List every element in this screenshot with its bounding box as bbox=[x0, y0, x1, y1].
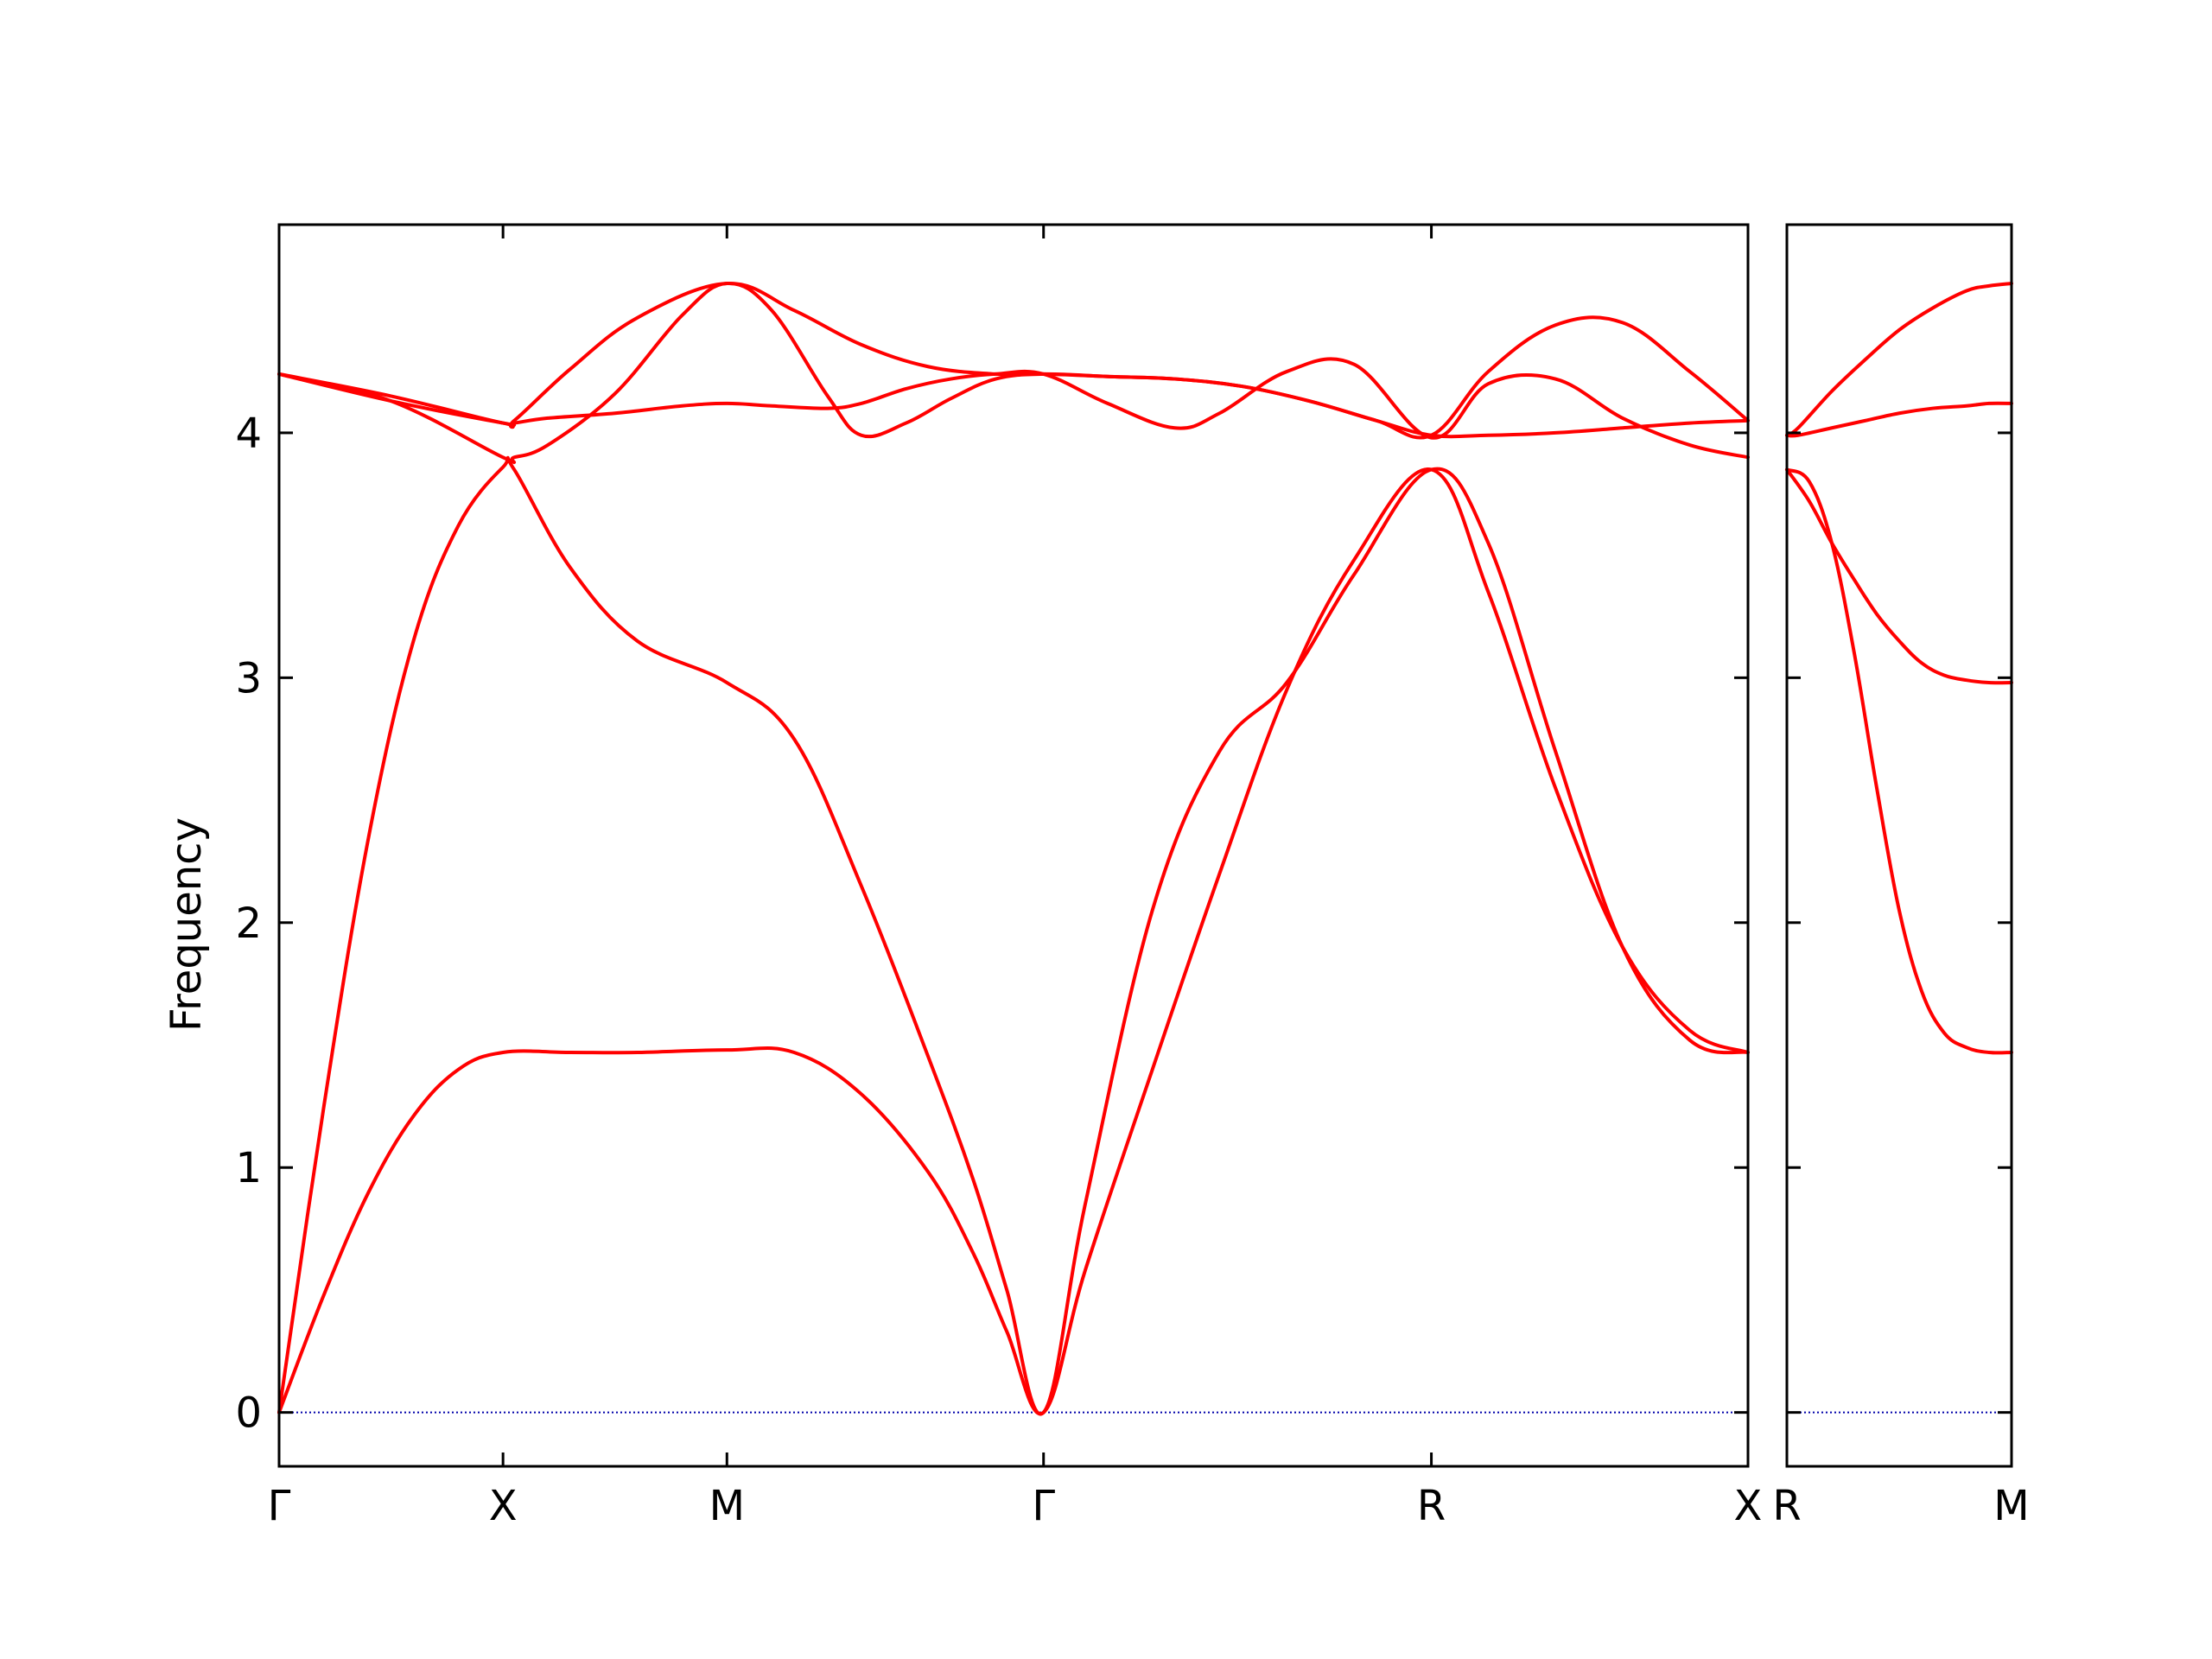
y-axis-label: Frequency bbox=[162, 817, 211, 1032]
left-panel: 0 1 2 3 4 Γ X M Γ R X bbox=[235, 223, 1763, 1530]
x-tick-label: X bbox=[1734, 1482, 1763, 1530]
right-band-3 bbox=[1785, 401, 2013, 438]
right-band-1 bbox=[1785, 467, 2013, 1055]
x-tick-label: X bbox=[489, 1482, 518, 1530]
x-tick-label: Γ bbox=[1032, 1482, 1055, 1530]
left-band-2 bbox=[277, 455, 1750, 1416]
x-tick-label: M bbox=[1993, 1482, 2029, 1530]
y-tick-label: 3 bbox=[235, 654, 262, 702]
left-band-5 bbox=[277, 282, 1750, 440]
x-tick-label: R bbox=[1417, 1482, 1446, 1530]
y-tick-label: 1 bbox=[235, 1144, 262, 1192]
right-axes-frame bbox=[1785, 223, 2013, 1468]
y-tick-label: 2 bbox=[235, 899, 262, 948]
y-tick-label: 0 bbox=[235, 1389, 262, 1438]
left-band-4 bbox=[277, 282, 1750, 465]
right-band-2 bbox=[1785, 467, 2013, 685]
y-tick-label: 4 bbox=[235, 410, 262, 458]
left-band-1 bbox=[277, 467, 1750, 1416]
left-axes-frame bbox=[277, 223, 1750, 1468]
x-tick-label: Γ bbox=[268, 1482, 291, 1530]
x-tick-label: R bbox=[1772, 1482, 1801, 1530]
right-band-4 bbox=[1785, 282, 2013, 437]
x-tick-label: M bbox=[709, 1482, 745, 1530]
